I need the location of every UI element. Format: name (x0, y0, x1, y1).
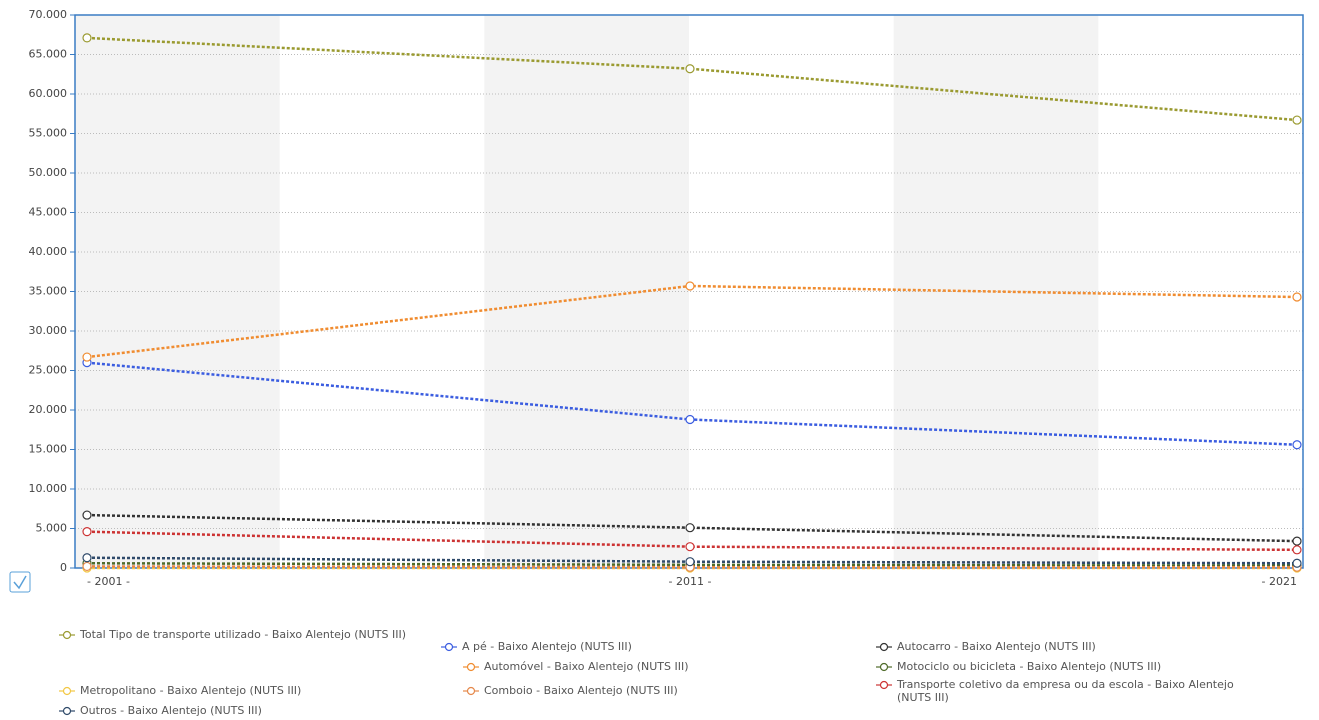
x-tick-label: - 2021 (1262, 575, 1297, 588)
legend-marker (876, 642, 892, 652)
y-tick-label: 35.000 (29, 285, 68, 298)
y-tick-label: 60.000 (29, 87, 68, 100)
data-point (685, 557, 695, 567)
legend-label: Metropolitano - Baixo Alentejo (NUTS III… (80, 684, 302, 697)
data-point (82, 561, 92, 572)
data-point (685, 281, 695, 291)
legend-dot (444, 642, 454, 652)
legend-item[interactable]: Outros - Baixo Alentejo (NUTS III) (58, 704, 458, 717)
series-line (86, 530, 1298, 552)
y-tick-label: 45.000 (29, 206, 68, 219)
data-point (1292, 440, 1302, 450)
legend-item[interactable]: A pé - Baixo Alentejo (NUTS III) (440, 640, 840, 653)
data-point (1292, 115, 1302, 125)
legend-marker (876, 662, 892, 672)
y-tick-label: 5.000 (36, 522, 68, 535)
legend-marker (59, 706, 75, 716)
legend-item[interactable]: Transporte coletivo da empresa ou da esc… (875, 678, 1255, 704)
legend-marker (441, 642, 457, 652)
series-line (86, 36, 1298, 122)
series-line (86, 565, 1297, 569)
plot-band (484, 15, 689, 568)
x-tick-label: - 2001 - (87, 575, 130, 588)
series-line (86, 556, 1298, 565)
y-tick-label: 0 (60, 561, 67, 574)
data-point (82, 510, 92, 520)
series-line (86, 562, 1298, 567)
data-point (1292, 545, 1302, 555)
legend-marker (463, 686, 479, 696)
data-point (82, 527, 92, 537)
legend-label: Comboio - Baixo Alentejo (NUTS III) (484, 684, 678, 697)
chart: 0 5.000 10.000 15.000 20.000 25.000 30.000 35.0… (9, 8, 1304, 593)
legend-label: Automóvel - Baixo Alentejo (NUTS III) (484, 660, 689, 673)
data-point (685, 414, 695, 425)
y-tick-label: 70.000 (29, 8, 68, 21)
legend-dot (879, 662, 889, 672)
check-icon (13, 575, 27, 590)
legend-item[interactable]: Metropolitano - Baixo Alentejo (NUTS III… (58, 684, 458, 697)
y-tick-label: 65.000 (29, 48, 68, 61)
y-tick-label: 10.000 (29, 482, 68, 495)
legend-dot (466, 662, 476, 672)
legend-label: Total Tipo de transporte utilizado - Bai… (80, 628, 407, 641)
x-tick-label: - 2011 - (669, 575, 712, 588)
data-point (685, 542, 695, 552)
legend-dot (62, 630, 72, 640)
legend-dot (62, 706, 72, 716)
legend-label: Transporte coletivo da empresa ou da esc… (897, 678, 1234, 704)
toggle-checkbox[interactable] (9, 571, 31, 593)
data-point (82, 33, 92, 43)
legend-label: A pé - Baixo Alentejo (NUTS III) (462, 640, 632, 653)
data-point (1292, 536, 1302, 546)
legend-dot (466, 686, 476, 696)
y-tick-label: 30.000 (29, 324, 68, 337)
legend-label: Outros - Baixo Alentejo (NUTS III) (80, 704, 262, 717)
y-tick-label: 25.000 (29, 364, 68, 377)
legend-item[interactable]: Comboio - Baixo Alentejo (NUTS III) (462, 684, 862, 697)
data-point (82, 352, 92, 362)
legend-marker (59, 630, 75, 640)
data-point (1292, 292, 1302, 302)
legend-item[interactable]: Motociclo ou bicicleta - Baixo Alentejo … (875, 660, 1295, 673)
y-tick-label: 20.000 (29, 403, 68, 416)
legend-label: Motociclo ou bicicleta - Baixo Alentejo … (897, 660, 1162, 673)
data-point (685, 523, 695, 533)
data-point (685, 64, 695, 74)
legend-label: Autocarro - Baixo Alentejo (NUTS III) (897, 640, 1096, 653)
legend-dot (62, 686, 72, 696)
legend-marker (876, 680, 892, 690)
legend-dot (879, 680, 889, 690)
legend-item[interactable]: Autocarro - Baixo Alentejo (NUTS III) (875, 640, 1295, 653)
y-tick-label: 15.000 (29, 443, 68, 456)
data-point (1292, 558, 1302, 568)
series-line (86, 513, 1298, 543)
legend-marker (59, 686, 75, 696)
legend-dot (879, 642, 889, 652)
y-tick-label: 40.000 (29, 245, 68, 258)
y-tick-label: 50.000 (29, 166, 68, 179)
legend-marker (463, 662, 479, 672)
legend-item[interactable]: Total Tipo de transporte utilizado - Bai… (58, 628, 458, 641)
data-point (82, 553, 92, 563)
legend-item[interactable]: Automóvel - Baixo Alentejo (NUTS III) (462, 660, 862, 673)
y-tick-label: 55.000 (29, 127, 68, 140)
